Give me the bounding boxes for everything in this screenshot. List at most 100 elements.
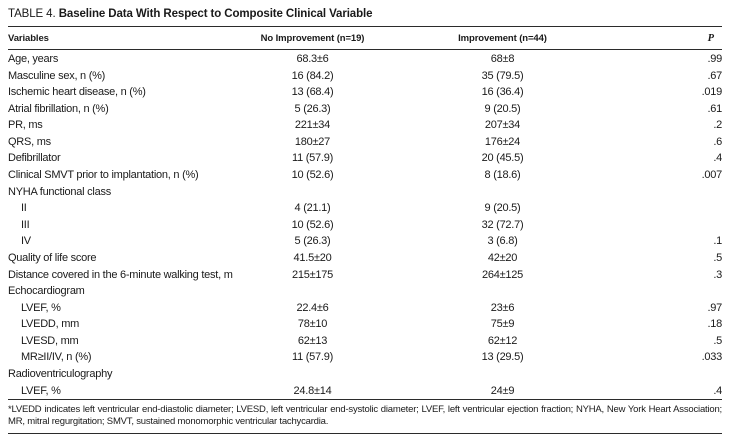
variable-cell: LVEDD, mm <box>21 318 80 331</box>
table-row: Atrial fibrillation, n (%) 5 (26.3) 9 (20.… <box>8 101 722 118</box>
improvement-cell: 9 (20.5) <box>484 102 521 115</box>
table-row: Defibrillator 11 (57.9) 20 (45.5) .4 <box>8 151 722 168</box>
improvement-cell <box>395 283 610 300</box>
no-improvement-cell: 11 (57.9) <box>292 351 333 364</box>
p-value-cell: .007 <box>701 169 723 182</box>
variable-cell: Atrial fibrillation, n (%) <box>8 102 109 115</box>
variable-cell: Age, years <box>8 53 59 65</box>
col-header-p: P <box>707 33 714 44</box>
improvement-cell <box>395 366 610 383</box>
col-header-improvement: Improvement (n=44) <box>458 33 547 44</box>
no-improvement-cell: 10 (52.6) <box>291 218 334 231</box>
p-value-cell: .4 <box>713 152 722 165</box>
table-row: NYHA functional class <box>8 184 722 201</box>
table-row: IV 5 (26.3) 3 (6.8) .1 <box>8 234 722 251</box>
table-title: TABLE 4. Baseline Data With Respect to C… <box>8 5 722 26</box>
table-row: MR≥II/IV, n (%) 11 (57.9) 13 (29.5) .033 <box>8 350 722 367</box>
variable-cell: PR, ms <box>8 119 43 132</box>
table-row: QRS, ms 180±27 176±24 .6 <box>8 134 722 151</box>
table-row: Distance covered in the 6-minute walking… <box>8 267 722 284</box>
improvement-cell: 13 (29.5) <box>481 351 524 364</box>
no-improvement-cell: 221±34 <box>294 119 331 132</box>
p-value-cell <box>610 201 722 218</box>
table-header: Variables No Improvement (n=19) Improvem… <box>8 27 722 50</box>
table-row: LVEDD, mm 78±10 75±9 .18 <box>8 317 722 334</box>
table-row: Ischemic heart disease, n (%) 13 (68.4) 16… <box>8 84 722 101</box>
p-value-cell <box>610 366 722 383</box>
p-value-cell: .5 <box>713 334 722 347</box>
improvement-cell: 264±125 <box>482 268 523 281</box>
table-body: Age, years 68.3±6 68±8 .99 Masculine sex, n … <box>8 50 722 400</box>
no-improvement-cell <box>230 184 395 201</box>
no-improvement-cell: 78±10 <box>297 318 328 331</box>
improvement-cell: 16 (36.4) <box>481 86 524 99</box>
variable-cell: Radioventriculography <box>8 367 113 380</box>
improvement-cell: 176±24 <box>484 135 521 148</box>
table-caption: Baseline Data With Respect to Composite … <box>58 8 373 20</box>
improvement-cell: 8 (18.6) <box>484 169 521 182</box>
no-improvement-cell: 16 (84.2) <box>291 69 334 82</box>
p-value-cell: .5 <box>713 251 722 264</box>
table-row: Echocardiogram <box>8 283 722 300</box>
improvement-cell: 23±6 <box>490 301 515 314</box>
variable-cell: III <box>21 218 30 231</box>
improvement-cell: 42±20 <box>487 251 518 264</box>
data-table: Variables No Improvement (n=19) Improvem… <box>8 26 722 401</box>
p-value-cell: .99 <box>707 53 722 65</box>
improvement-cell: 207±34 <box>484 119 521 132</box>
variable-cell: Quality of life score <box>8 251 97 264</box>
p-value-cell: .3 <box>713 268 722 281</box>
p-value-cell: .61 <box>707 102 722 115</box>
table-row: PR, ms 221±34 207±34 .2 <box>8 118 722 135</box>
p-value-cell: .18 <box>707 318 722 331</box>
no-improvement-cell: 10 (52.6) <box>291 169 334 182</box>
improvement-cell: 75±9 <box>490 318 515 331</box>
variable-cell: II <box>21 202 27 215</box>
table-row: Age, years 68.3±6 68±8 .99 <box>8 50 722 68</box>
variable-cell: LVEF, % <box>21 301 61 314</box>
no-improvement-cell: 11 (57.9) <box>292 152 333 165</box>
table-row: LVESD, mm 62±13 62±12 .5 <box>8 333 722 350</box>
p-value-cell: .67 <box>707 69 722 82</box>
p-value-cell: .2 <box>713 119 722 132</box>
variable-cell: MR≥II/IV, n (%) <box>21 351 92 364</box>
variable-cell: NYHA functional class <box>8 185 111 198</box>
p-value-cell: .033 <box>701 351 723 364</box>
no-improvement-cell <box>230 283 395 300</box>
improvement-cell: 32 (72.7) <box>481 218 524 231</box>
variable-cell: QRS, ms <box>8 135 51 148</box>
variable-cell: Ischemic heart disease, n (%) <box>8 86 146 99</box>
improvement-cell: 24±9 <box>490 384 515 397</box>
improvement-cell: 35 (79.5) <box>481 69 524 82</box>
p-value-cell <box>610 184 722 201</box>
table-row: Quality of life score 41.5±20 42±20 .5 <box>8 250 722 267</box>
no-improvement-cell: 68.3±6 <box>296 53 329 65</box>
p-value-cell: .97 <box>707 301 722 314</box>
no-improvement-cell: 5 (26.3) <box>294 235 331 248</box>
no-improvement-cell: 24.8±14 <box>293 384 332 397</box>
table-row: II 4 (21.1) 9 (20.5) <box>8 201 722 218</box>
table-row: Radioventriculography <box>8 366 722 383</box>
improvement-cell <box>395 184 610 201</box>
improvement-cell: 68±8 <box>490 53 515 65</box>
table-row: III 10 (52.6) 32 (72.7) <box>8 217 722 234</box>
col-header-no-improvement: No Improvement (n=19) <box>260 33 365 44</box>
variable-cell: LVESD, mm <box>21 334 79 347</box>
no-improvement-cell: 180±27 <box>294 135 331 148</box>
p-value-cell: .1 <box>713 235 722 248</box>
no-improvement-cell: 215±175 <box>292 268 333 281</box>
no-improvement-cell: 4 (21.1) <box>294 202 331 215</box>
improvement-cell: 20 (45.5) <box>481 152 524 165</box>
no-improvement-cell: 22.4±6 <box>296 301 329 314</box>
variable-cell: Defibrillator <box>8 152 61 165</box>
variable-cell: Distance covered in the 6-minute walking… <box>8 268 233 281</box>
improvement-cell: 3 (6.8) <box>487 235 518 248</box>
improvement-cell: 9 (20.5) <box>484 202 521 215</box>
header-row: Variables No Improvement (n=19) Improvem… <box>8 27 722 50</box>
no-improvement-cell <box>230 366 395 383</box>
no-improvement-cell: 13 (68.4) <box>291 86 334 99</box>
col-header-variables: Variables <box>8 33 49 44</box>
improvement-cell: 62±12 <box>487 334 518 347</box>
variable-cell: LVEF, % <box>21 384 61 397</box>
table-row: LVEF, % 22.4±6 23±6 .97 <box>8 300 722 317</box>
